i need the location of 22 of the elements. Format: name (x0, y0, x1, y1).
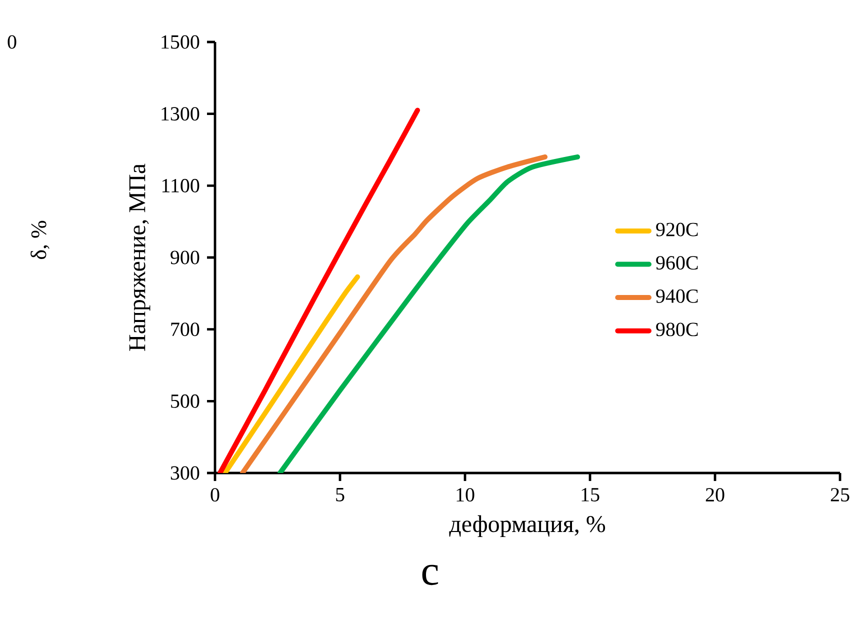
legend-label: 940C (656, 289, 698, 303)
y-tick-label: 900 (170, 250, 200, 264)
x-tick-label: 5 (336, 488, 344, 502)
text: c (422, 564, 438, 586)
y-tick-label: 300 (170, 466, 200, 480)
legend-label: 960C (656, 256, 698, 270)
y-tick-label: 1300 (162, 107, 200, 121)
x-tick-label: 10 (456, 488, 474, 502)
legend-label: 980C (656, 322, 698, 336)
x-tick-label: 0 (210, 488, 220, 502)
y-tick-label: 700 (171, 322, 200, 336)
legend-label: 920C (656, 222, 698, 236)
x-tick-label: 20 (706, 488, 724, 502)
x-tick-label: 15 (582, 488, 600, 502)
y-tick-label: 500 (171, 394, 200, 408)
x-tick-label: 25 (830, 488, 850, 502)
text: 0 (8, 35, 16, 49)
y-tick-label: 1500 (162, 35, 200, 49)
y-axis-title: Напряжение, МПа (129, 164, 150, 351)
text: δ, % (30, 220, 50, 260)
x-axis-title: деформация, % (449, 515, 606, 538)
y-tick-label: 1100 (162, 178, 200, 192)
